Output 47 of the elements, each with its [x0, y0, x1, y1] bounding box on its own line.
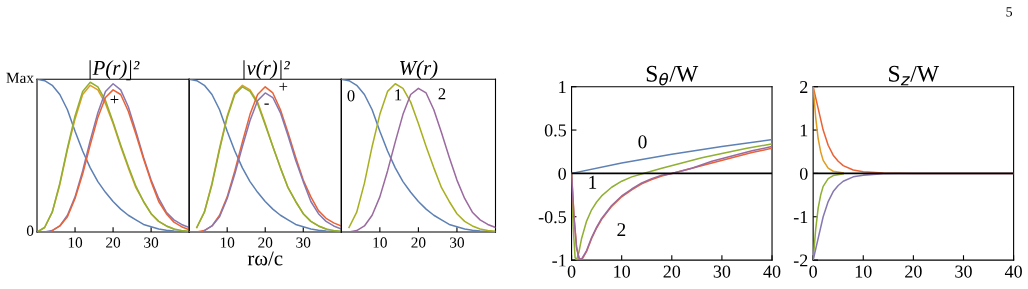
y-tick-label: -0.5: [538, 211, 566, 224]
y-tick-label: -1: [552, 254, 566, 267]
chart-title: S$_{θ}$/W: [646, 65, 699, 86]
x-tick-label: 30: [713, 265, 731, 278]
x-tick-label: 40: [1004, 265, 1022, 278]
x-tick-label: 20: [106, 237, 121, 248]
annotation: 0: [638, 135, 647, 149]
annotation: -: [126, 79, 131, 81]
annotation: +: [110, 95, 119, 104]
annotation: 0: [347, 90, 355, 102]
y-tick-label: 0.5: [544, 124, 566, 137]
x-tick-label: 20: [258, 237, 273, 248]
y-tick-label: 0: [799, 167, 808, 180]
x-tick-label: 20: [905, 265, 922, 278]
annotation: 1: [589, 175, 597, 189]
x-axis-title: rω/c: [247, 251, 283, 266]
y-tick-label: 1: [559, 81, 566, 93]
x-tick-label: 10: [68, 237, 83, 248]
x-tick-label: 30: [955, 265, 972, 278]
annotation: 1: [395, 89, 402, 101]
x-tick-label: 10: [855, 265, 872, 278]
x-tick-label: 20: [411, 237, 426, 248]
text: 5: [1006, 7, 1013, 17]
x-tick-label: 10: [614, 265, 631, 278]
x-tick-label: 30: [450, 237, 464, 248]
chart-title: |v(r)|²: [243, 60, 290, 80]
x-tick-label: 0: [809, 265, 817, 278]
x-tick-label: 30: [296, 237, 311, 248]
y-tick-label: 0: [558, 167, 567, 180]
x-tick-label: 20: [663, 265, 681, 278]
y-tick-label: -1: [793, 211, 808, 224]
y-tick-label: -2: [793, 254, 808, 267]
annotation: 2: [438, 88, 446, 100]
x-tick-label: 10: [220, 237, 235, 248]
annotation: -: [264, 103, 269, 105]
x-tick-label: 40: [763, 265, 781, 278]
annotation: +: [279, 82, 288, 91]
annotation: 2: [617, 223, 626, 237]
y-tick-label: 2: [800, 81, 808, 93]
text: 0: [26, 225, 34, 236]
chart-title: S$_{z}$/W: [889, 65, 939, 86]
x-tick-label: 10: [373, 237, 387, 248]
text: Max: [6, 72, 34, 84]
chart-title: W(r): [400, 60, 438, 80]
x-tick-label: 30: [144, 237, 159, 248]
y-tick-label: 1: [800, 124, 808, 137]
x-tick-label: 0: [567, 265, 576, 278]
